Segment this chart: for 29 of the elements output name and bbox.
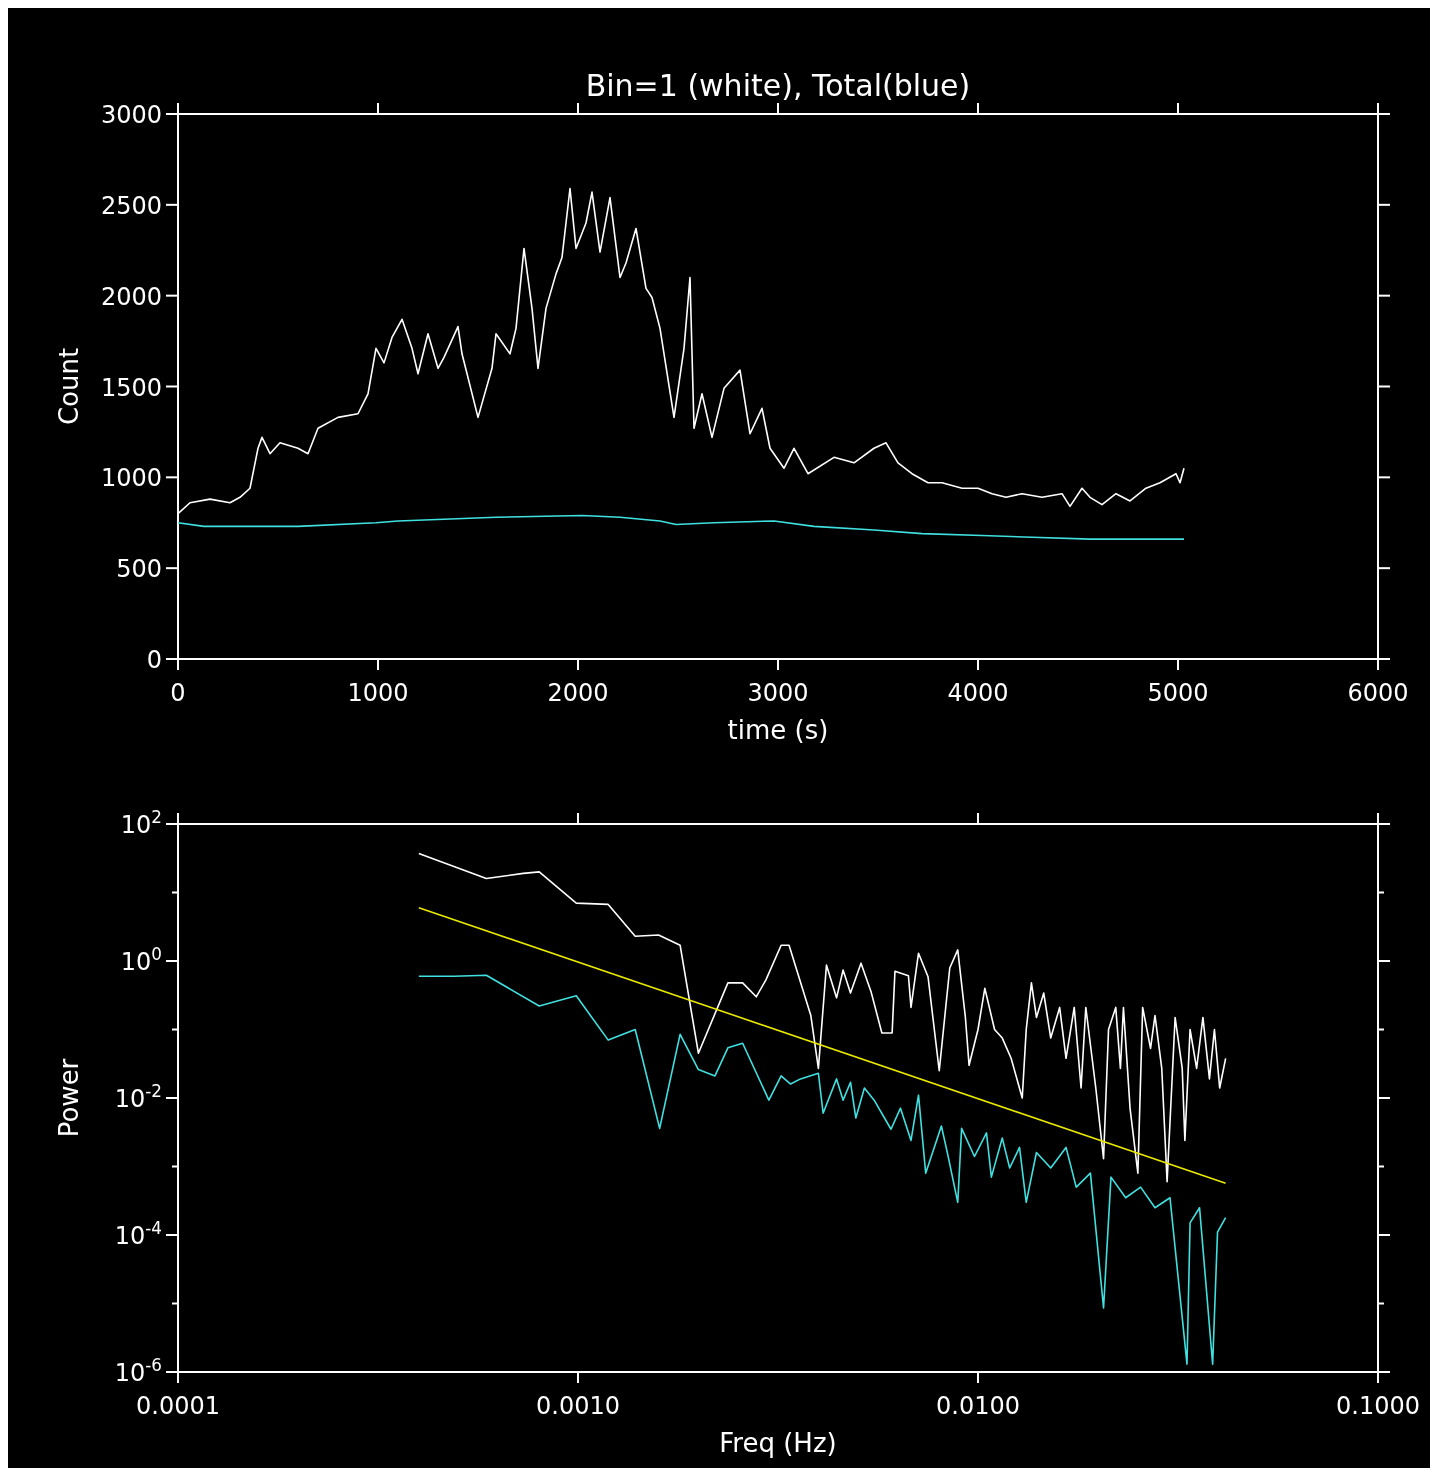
x-axis-title: Freq (Hz) <box>719 1428 837 1458</box>
x-tick-label: 0.0100 <box>936 1392 1020 1420</box>
x-tick-label: 5000 <box>1147 679 1209 707</box>
line-series <box>177 514 1185 540</box>
x-tick-label: 0.0010 <box>536 1392 620 1420</box>
y-tick-label: 10$^{2}$ <box>120 807 162 839</box>
chart-title: Bin=1 (white), Total(blue) <box>585 68 971 103</box>
x-tick-label: 1000 <box>347 679 409 707</box>
y-tick-label: 2000 <box>100 282 162 311</box>
y-tick-label: 3000 <box>100 101 162 129</box>
y-tick-label: 10$^{-2}$ <box>114 1081 162 1113</box>
y-tick-label: 1000 <box>100 464 162 493</box>
x-tick-label: 2000 <box>547 679 609 707</box>
y-tick-label: 10$^{-4}$ <box>114 1218 162 1250</box>
y-tick-label: 10$^{0}$ <box>120 944 162 976</box>
x-tick-label: 0 <box>170 679 186 707</box>
y-tick-label: 0 <box>146 646 162 674</box>
x-tick-label: 3000 <box>747 679 809 707</box>
x-axis-title: time (s) <box>727 715 829 745</box>
y-tick-label: 2500 <box>100 191 162 220</box>
y-tick-label: 500 <box>116 555 162 584</box>
x-tick-label: 0.0001 <box>136 1392 220 1420</box>
x-tick-label: 0.1000 <box>1336 1392 1420 1420</box>
y-tick-label: 1500 <box>100 373 162 402</box>
y-tick-label: 10$^{-6}$ <box>114 1355 162 1387</box>
y-axis-title: Power <box>54 1058 84 1138</box>
x-tick-label: 6000 <box>1347 679 1409 707</box>
y-axis-title: Count <box>54 347 84 426</box>
x-tick-label: 4000 <box>947 679 1009 707</box>
